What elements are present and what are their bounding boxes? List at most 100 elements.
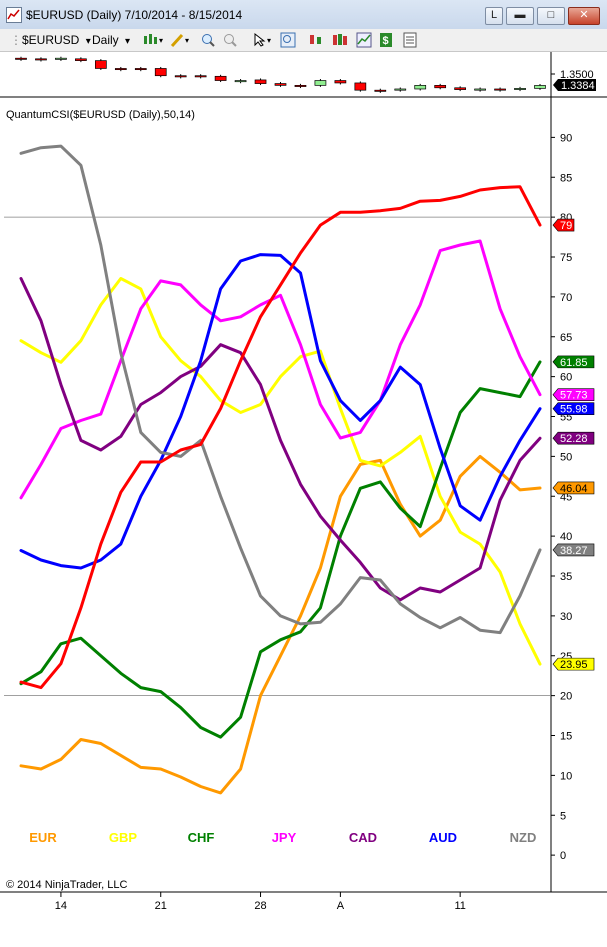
y-tick-label: 75 (560, 252, 572, 264)
window-title: $EURUSD (Daily) 7/10/2014 - 8/15/2014 (26, 8, 243, 22)
candle-body (374, 89, 387, 92)
last-value-marker (552, 355, 595, 369)
candle-body (454, 87, 467, 90)
period-selector[interactable]: Daily ▾ (92, 32, 130, 48)
legend-jpy: JPY (272, 830, 297, 845)
last-value-marker (552, 657, 595, 671)
y-tick-label: 35 (560, 571, 572, 583)
bar-type-icon[interactable]: ▾ (142, 32, 164, 48)
legend-aud: AUD (429, 830, 457, 845)
data-box-icon[interactable] (402, 32, 418, 48)
candle-body (214, 75, 227, 81)
zoom-out-icon[interactable] (222, 32, 238, 48)
instrument-selector[interactable]: $EURUSD ▾ (22, 32, 91, 48)
strategies-icon[interactable] (332, 32, 348, 48)
last-value-marker (552, 431, 595, 445)
candle-body (234, 80, 247, 83)
last-value-marker (552, 218, 575, 232)
toolbar-grip: ⋮ (10, 33, 22, 47)
last-value-label: 55.98 (560, 404, 588, 416)
chart-background (0, 52, 607, 947)
last-value-label: 61.85 (560, 357, 588, 369)
candle-body (114, 68, 127, 71)
legend-gbp: GBP (109, 830, 138, 845)
y-tick-label: 15 (560, 731, 572, 743)
last-value-marker (552, 481, 595, 495)
instrument-dropdown-icon: ▾ (85, 36, 91, 47)
last-value-label: 52.28 (560, 433, 588, 445)
properties-icon[interactable] (280, 32, 296, 48)
last-value-label: 38.27 (560, 545, 588, 557)
candle-body (534, 85, 546, 89)
candle-body (94, 60, 107, 69)
y-tick-label: 0 (560, 850, 566, 862)
candle-body (174, 75, 187, 78)
y-tick-label: 85 (560, 172, 572, 184)
x-tick-label: A (337, 900, 345, 912)
candle-body (494, 88, 506, 91)
last-price-marker (553, 79, 596, 91)
cursor-icon[interactable]: ▾ (252, 32, 274, 48)
zoom-in-icon[interactable] (200, 32, 216, 48)
legend-cad: CAD (349, 830, 377, 845)
y-tick-label: 60 (560, 372, 572, 384)
y-tick-label: 65 (560, 332, 572, 344)
x-tick-label: 14 (55, 900, 67, 912)
last-value-marker (552, 388, 595, 402)
last-value-label: 23.95 (560, 659, 588, 671)
dollar-icon[interactable]: $ (378, 32, 394, 48)
copyright-text: © 2014 NinjaTrader, LLC (6, 879, 128, 891)
series-line-gbp (19, 277, 542, 666)
y-tick-label: 70 (560, 292, 572, 304)
candle-body (474, 88, 486, 91)
series-line-jpy (19, 239, 542, 500)
series-line-aud (19, 253, 542, 570)
chart-style-icon[interactable] (356, 32, 372, 48)
svg-text:$: $ (383, 35, 389, 47)
y-tick-label: 10 (560, 770, 572, 782)
link-button[interactable]: L (485, 7, 503, 25)
series-line-red (19, 185, 542, 690)
minimize-button[interactable]: ▬ (506, 7, 534, 25)
candle-body (75, 58, 87, 61)
legend-nzd: NZD (510, 830, 537, 845)
svg-text:▾: ▾ (185, 36, 189, 45)
legend-eur: EUR (29, 830, 57, 845)
chart-toolbar: ⋮ $EURUSD ▾ Daily ▾ ▾ ▾ ▾ $ (0, 29, 607, 52)
y-tick-label: 20 (560, 691, 572, 703)
candle-body (414, 85, 427, 90)
maximize-button[interactable]: □ (537, 7, 565, 25)
candle-body (35, 58, 47, 61)
svg-text:▾: ▾ (267, 36, 271, 45)
x-tick-label: 21 (155, 900, 167, 912)
candle-body (434, 85, 447, 89)
candle-body (274, 83, 287, 86)
app-chart-icon (6, 7, 22, 23)
indicator-title: QuantumCSI($EURUSD (Daily),50,14) (6, 109, 195, 121)
y-tick-label: 40 (560, 531, 572, 543)
candle-body (254, 79, 267, 84)
series-line-chf (19, 360, 542, 739)
last-price-label: 1.3384 (561, 80, 595, 92)
y-tick-label: 90 (560, 132, 572, 144)
period-dropdown-icon: ▾ (125, 36, 131, 47)
candle-body (194, 75, 207, 78)
title-bar: $EURUSD (Daily) 7/10/2014 - 8/15/2014 L … (0, 0, 607, 30)
candle-body (334, 80, 347, 84)
draw-pencil-icon[interactable]: ▾ (170, 32, 192, 48)
last-value-label: 46.04 (560, 483, 588, 495)
candle-body (134, 68, 147, 71)
indicators-icon[interactable] (308, 32, 324, 48)
last-value-marker (552, 402, 595, 415)
candle-body (314, 80, 327, 86)
candle-body (514, 88, 526, 90)
close-button[interactable]: ✕ (568, 7, 600, 25)
candle-body (354, 82, 367, 91)
x-tick-label: 28 (254, 900, 266, 912)
last-value-marker (552, 543, 595, 557)
period-label: Daily (92, 33, 119, 47)
svg-text:▾: ▾ (159, 36, 163, 45)
candle-body (294, 85, 307, 87)
y-tick-label: 5 (560, 810, 566, 822)
y-tick-label: 30 (560, 611, 572, 623)
